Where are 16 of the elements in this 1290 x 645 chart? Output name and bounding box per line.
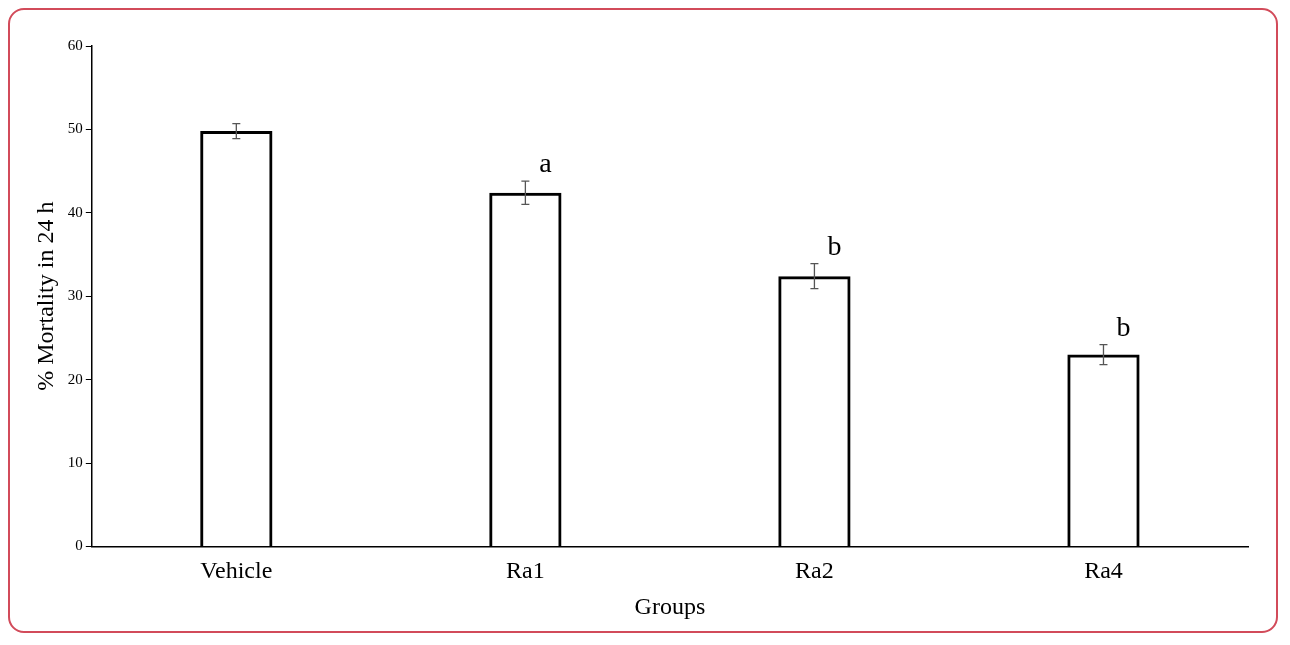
x-axis-title: Groups — [634, 592, 706, 619]
y-tick-label: 20 — [67, 370, 83, 387]
y-tick-label: 40 — [67, 203, 83, 220]
y-tick-label: 50 — [67, 120, 83, 137]
y-tick-label: 60 — [67, 36, 83, 53]
annotation: a — [539, 147, 553, 179]
annotation: b — [1116, 310, 1131, 342]
y-tick-label: 10 — [67, 453, 83, 470]
y-tick-label: 0 — [75, 537, 83, 554]
y-axis-title: % Mortality in 24 h — [31, 201, 58, 391]
x-tick-label: Vehicle — [200, 557, 273, 584]
x-tick-label: Ra1 — [506, 557, 545, 584]
x-tick-label: Ra4 — [1084, 557, 1123, 584]
x-tick-label: Ra2 — [795, 557, 834, 584]
y-tick-label: 30 — [67, 287, 83, 304]
annotation: b — [827, 230, 842, 262]
